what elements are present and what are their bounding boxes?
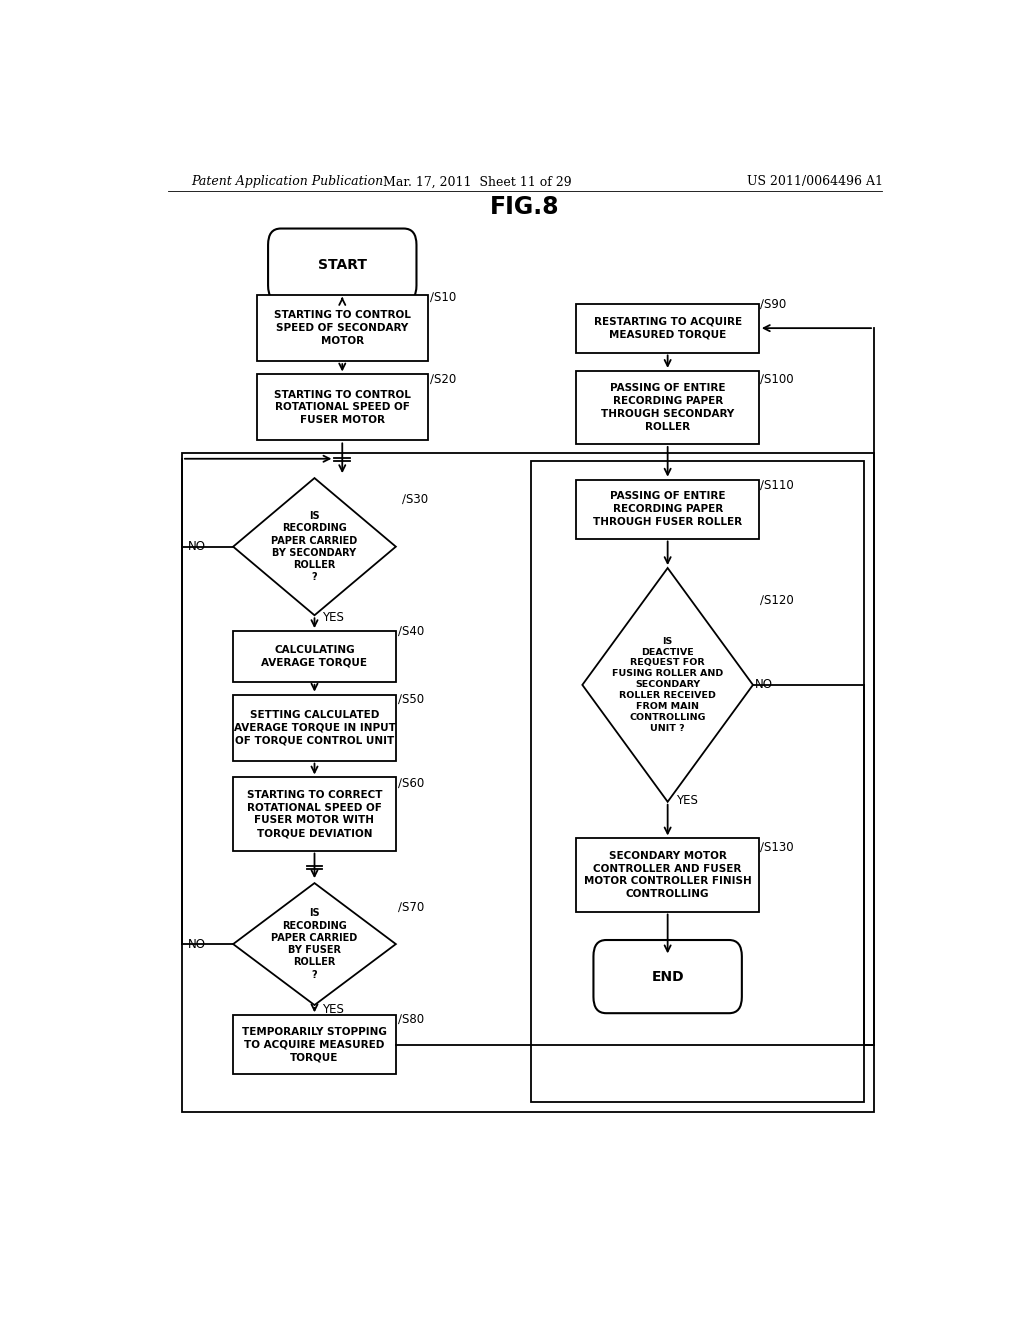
Text: ∕S120: ∕S120 <box>761 594 795 607</box>
Text: ∕S80: ∕S80 <box>397 1012 424 1026</box>
Bar <box>257 375 428 441</box>
Text: ∕S10: ∕S10 <box>430 292 456 304</box>
Text: CALCULATING
AVERAGE TORQUE: CALCULATING AVERAGE TORQUE <box>261 645 368 668</box>
Text: ∕S100: ∕S100 <box>761 372 795 385</box>
Bar <box>257 296 428 362</box>
Bar <box>577 838 759 912</box>
Text: RESTARTING TO ACQUIRE
MEASURED TORQUE: RESTARTING TO ACQUIRE MEASURED TORQUE <box>594 317 741 339</box>
Text: SETTING CALCULATED
AVERAGE TORQUE IN INPUT
OF TORQUE CONTROL UNIT: SETTING CALCULATED AVERAGE TORQUE IN INP… <box>233 710 395 746</box>
Text: ∕S40: ∕S40 <box>397 624 424 638</box>
FancyBboxPatch shape <box>268 228 417 302</box>
Text: IS
RECORDING
PAPER CARRIED
BY FUSER
ROLLER
?: IS RECORDING PAPER CARRIED BY FUSER ROLL… <box>271 908 357 979</box>
Text: STARTING TO CORRECT
ROTATIONAL SPEED OF
FUSER MOTOR WITH
TORQUE DEVIATION: STARTING TO CORRECT ROTATIONAL SPEED OF … <box>247 789 382 838</box>
Text: STARTING TO CONTROL
SPEED OF SECONDARY
MOTOR: STARTING TO CONTROL SPEED OF SECONDARY M… <box>273 310 411 346</box>
Bar <box>233 1015 396 1074</box>
Text: ∕S90: ∕S90 <box>761 298 786 312</box>
Bar <box>577 304 759 352</box>
FancyBboxPatch shape <box>594 940 741 1014</box>
Text: NO: NO <box>188 540 206 553</box>
Text: Patent Application Publication: Patent Application Publication <box>191 176 384 189</box>
Text: NO: NO <box>755 678 773 692</box>
Text: IS
DEACTIVE
REQUEST FOR
FUSING ROLLER AND
SECONDARY
ROLLER RECEIVED
FROM MAIN
CO: IS DEACTIVE REQUEST FOR FUSING ROLLER AN… <box>612 636 723 733</box>
Text: ∕S110: ∕S110 <box>761 479 795 492</box>
Text: ∕S20: ∕S20 <box>430 372 456 385</box>
Text: ∕S60: ∕S60 <box>397 777 424 789</box>
Bar <box>577 479 759 539</box>
Text: PASSING OF ENTIRE
RECORDING PAPER
THROUGH FUSER ROLLER: PASSING OF ENTIRE RECORDING PAPER THROUG… <box>593 491 742 527</box>
Text: ∕S70: ∕S70 <box>397 902 424 913</box>
Bar <box>233 777 396 850</box>
Text: TEMPORARILY STOPPING
TO ACQUIRE MEASURED
TORQUE: TEMPORARILY STOPPING TO ACQUIRE MEASURED… <box>242 1027 387 1063</box>
Text: PASSING OF ENTIRE
RECORDING PAPER
THROUGH SECONDARY
ROLLER: PASSING OF ENTIRE RECORDING PAPER THROUG… <box>601 383 734 432</box>
Bar <box>182 453 873 1111</box>
Bar <box>233 694 396 760</box>
Polygon shape <box>233 478 396 615</box>
Text: END: END <box>651 970 684 983</box>
Bar <box>233 631 396 682</box>
Text: IS
RECORDING
PAPER CARRIED
BY SECONDARY
ROLLER
?: IS RECORDING PAPER CARRIED BY SECONDARY … <box>271 511 357 582</box>
Text: FIG.8: FIG.8 <box>490 195 559 219</box>
Text: YES: YES <box>676 795 697 808</box>
Text: YES: YES <box>323 611 344 624</box>
Text: YES: YES <box>323 1003 344 1015</box>
Text: NO: NO <box>188 937 206 950</box>
Text: SECONDARY MOTOR
CONTROLLER AND FUSER
MOTOR CONTROLLER FINISH
CONTROLLING: SECONDARY MOTOR CONTROLLER AND FUSER MOT… <box>584 851 752 899</box>
Text: ∕S50: ∕S50 <box>397 693 424 706</box>
Bar <box>577 371 759 444</box>
Text: START: START <box>317 259 367 272</box>
Text: Mar. 17, 2011  Sheet 11 of 29: Mar. 17, 2011 Sheet 11 of 29 <box>383 176 571 189</box>
Text: ∕S130: ∕S130 <box>761 841 795 854</box>
Text: STARTING TO CONTROL
ROTATIONAL SPEED OF
FUSER MOTOR: STARTING TO CONTROL ROTATIONAL SPEED OF … <box>273 389 411 425</box>
Polygon shape <box>583 568 753 801</box>
Bar <box>531 461 864 1102</box>
Polygon shape <box>233 883 396 1005</box>
Text: US 2011/0064496 A1: US 2011/0064496 A1 <box>748 176 883 189</box>
Text: ∕S30: ∕S30 <box>401 492 428 506</box>
